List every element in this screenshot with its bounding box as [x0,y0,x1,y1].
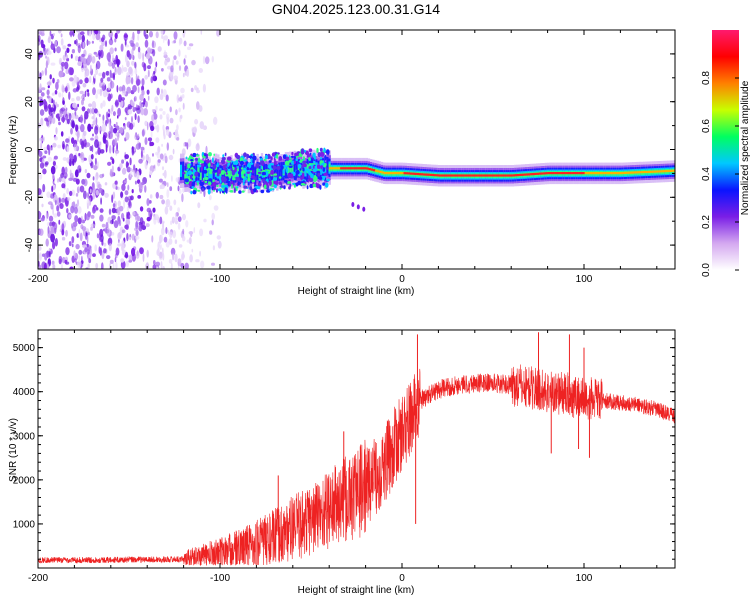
colorbar-scale [712,30,739,270]
snr-axes: -200 -100 0 100 1000 2000 3000 4000 5000 [13,330,675,584]
snr-frame [37,329,676,569]
colorbar-tick-label: 0.6 [701,119,712,133]
snr-y-tick-label: 4000 [13,387,36,398]
spectrogram-x-tick-label: 100 [576,274,593,285]
snr-y-tick-label: 3000 [13,431,36,442]
colorbar-label: Normalized spectral amplitude [740,80,750,215]
snr-series-line [38,364,675,567]
snr-y-tick-label: 1000 [13,519,36,530]
band-core [329,167,675,177]
spectrogram-y-tick-label: -20 [24,190,35,205]
band-scatter [182,147,366,212]
snr-panel: -200 -100 0 100 1000 2000 3000 4000 5000 Height … [8,329,676,596]
noise-speckles [38,30,222,269]
snr-spikes [277,332,590,536]
spectrogram-plot-area [38,30,675,269]
spectrogram-x-axis-label: Height of straight line (km) [298,286,415,297]
spectrogram-y-tick-label: -40 [24,237,35,252]
spectrogram-x-tick-label: -200 [28,274,48,285]
spectrogram-x-tick-label: -100 [210,274,230,285]
spectrogram-y-tick-label: 20 [24,96,35,108]
snr-x-tick-label: -200 [28,573,48,584]
snr-y-tick-label: 2000 [13,475,36,486]
spectrogram-y-tick-label: 0 [24,146,35,152]
snr-x-tick-label: -100 [210,573,230,584]
colorbar-tick-label: 0.0 [701,263,712,277]
colorbar-tick-label: 0.8 [701,71,712,85]
snr-x-tick-label: 100 [576,573,593,584]
chart-title: GN04.2025.123.00.31.G14 [272,1,440,17]
snr-y-tick-label: 5000 [13,343,36,354]
snr-x-tick-label: 0 [399,573,405,584]
spectrogram-y-tick-label: 40 [24,48,35,60]
snr-y-axis-label: SNR (10 * v/v) [8,418,19,482]
colorbar: 0.0 0.2 0.4 0.6 0.8 Normalized spectral ampl… [701,30,750,277]
colorbar-ticks: 0.0 0.2 0.4 0.6 0.8 [701,71,739,277]
snr-plot-area [38,332,675,567]
spectrogram-x-tick-label: 0 [399,274,405,285]
spectrogram-y-axis-label: Frequency (Hz) [8,116,19,185]
colorbar-tick-label: 0.4 [701,167,712,181]
snr-x-axis-label: Height of straight line (km) [298,585,415,596]
colorbar-tick-label: 0.2 [701,215,712,229]
